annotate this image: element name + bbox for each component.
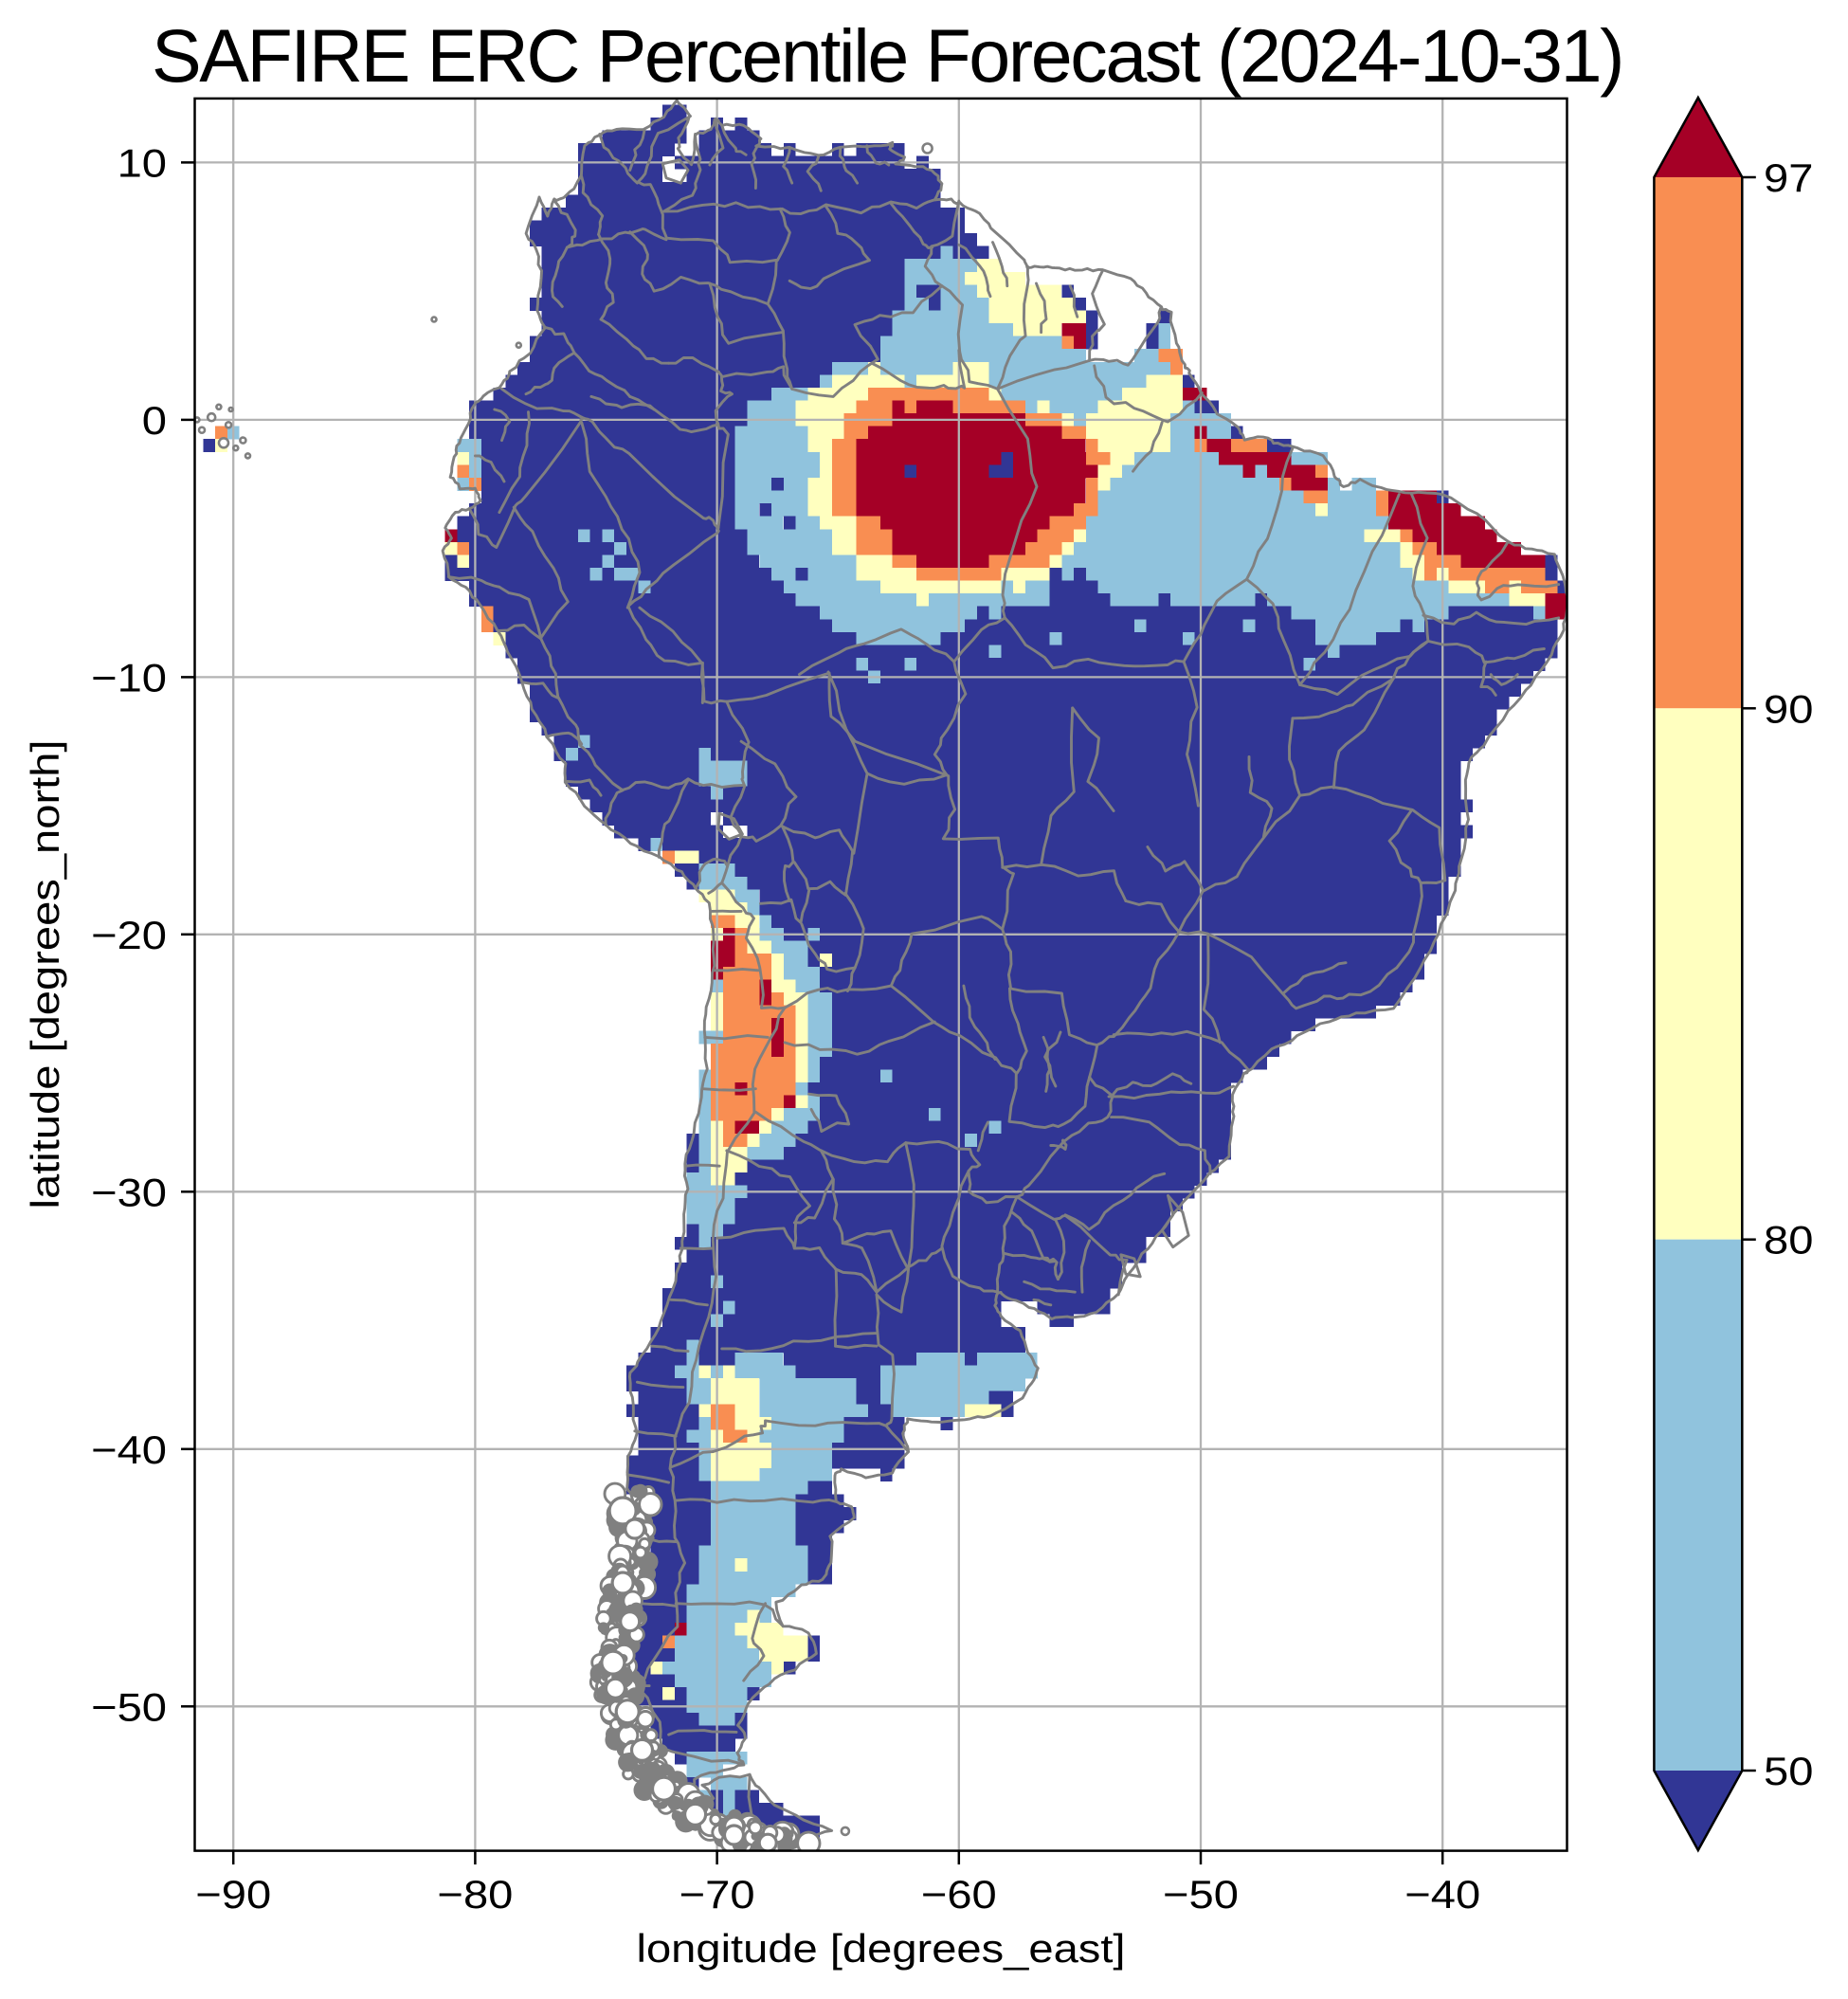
svg-text:−40: −40 — [91, 1428, 167, 1472]
svg-text:10: 10 — [118, 142, 167, 186]
svg-text:−80: −80 — [437, 1873, 513, 1917]
svg-text:−20: −20 — [91, 914, 167, 957]
svg-text:97: 97 — [1764, 156, 1813, 200]
svg-text:−50: −50 — [1163, 1873, 1239, 1917]
svg-text:−40: −40 — [1404, 1873, 1480, 1917]
svg-text:−90: −90 — [195, 1873, 271, 1917]
svg-text:SAFIRE ERC Percentile Forecast: SAFIRE ERC Percentile Forecast (2024-10-… — [152, 13, 1622, 98]
svg-text:latitude [degrees_north]: latitude [degrees_north] — [24, 739, 67, 1208]
svg-text:90: 90 — [1764, 688, 1813, 732]
svg-text:80: 80 — [1764, 1219, 1813, 1263]
svg-text:0: 0 — [142, 399, 167, 443]
svg-text:−70: −70 — [679, 1873, 755, 1917]
svg-text:−30: −30 — [91, 1172, 167, 1215]
svg-text:−10: −10 — [91, 657, 167, 700]
svg-text:longitude [degrees_east]: longitude [degrees_east] — [636, 1927, 1125, 1971]
svg-text:50: 50 — [1764, 1750, 1813, 1793]
svg-text:−50: −50 — [91, 1686, 167, 1730]
svg-text:−60: −60 — [921, 1873, 997, 1917]
